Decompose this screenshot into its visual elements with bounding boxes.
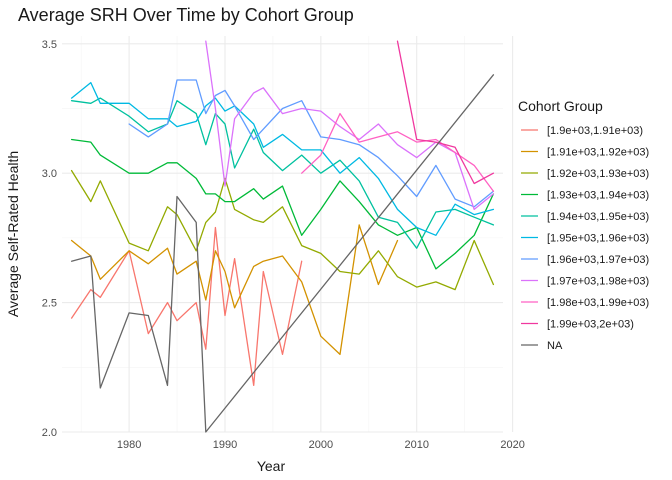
series-layer (70, 40, 495, 433)
legend-label: [1.99e+03,2e+03) (547, 319, 634, 331)
legend-label: [1.93e+03,1.94e+03) (547, 190, 649, 202)
legend-items: [1.9e+03,1.91e+03) [1.91e+03,1.92e+03) [1.… (521, 125, 649, 352)
legend-label: [1.94e+03,1.95e+03) (547, 211, 649, 223)
series-line (70, 224, 399, 356)
x-axis-title: Year (257, 458, 286, 474)
grid (62, 36, 514, 433)
legend-label: [1.96e+03,1.97e+03) (547, 254, 649, 266)
y-tick-label: 3.5 (42, 39, 57, 51)
x-tick-label: 1980 (117, 439, 141, 451)
y-tick-label: 2.5 (42, 298, 57, 310)
x-tick-label: 2020 (500, 439, 524, 451)
legend-label: NA (547, 340, 563, 352)
legend-label: [1.9e+03,1.91e+03) (547, 125, 643, 137)
series-line (205, 40, 495, 211)
x-tick-label: 2010 (404, 439, 428, 451)
legend: Cohort Group [1.9e+03,1.91e+03) [1.91e+03… (518, 98, 649, 352)
series-line (70, 97, 495, 249)
series-line (70, 226, 303, 387)
series-line (301, 112, 495, 192)
series-line (396, 40, 495, 185)
x-axis-ticks: 1980 1990 2000 2010 2020 (117, 439, 525, 451)
series-line (70, 138, 495, 270)
legend-title: Cohort Group (518, 98, 603, 114)
x-tick-label: 1990 (213, 439, 237, 451)
chart-title: Average SRH Over Time by Cohort Group (18, 5, 354, 25)
x-tick-label: 2000 (309, 439, 333, 451)
series-line (70, 81, 495, 236)
legend-label: [1.95e+03,1.96e+03) (547, 233, 649, 245)
series-line (128, 79, 495, 208)
y-tick-label: 3.0 (42, 168, 57, 180)
y-axis-ticks: 2.0 2.5 3.0 3.5 (42, 39, 57, 439)
series-line (70, 169, 495, 291)
legend-label: [1.97e+03,1.98e+03) (547, 276, 649, 288)
legend-label: [1.92e+03,1.93e+03) (547, 168, 649, 180)
legend-label: [1.98e+03,1.99e+03) (547, 297, 649, 309)
series-line (70, 74, 495, 433)
y-tick-label: 2.0 (42, 427, 57, 439)
legend-label: [1.91e+03,1.92e+03) (547, 147, 649, 159)
y-axis-title: Average Self-Rated Health (5, 151, 21, 317)
